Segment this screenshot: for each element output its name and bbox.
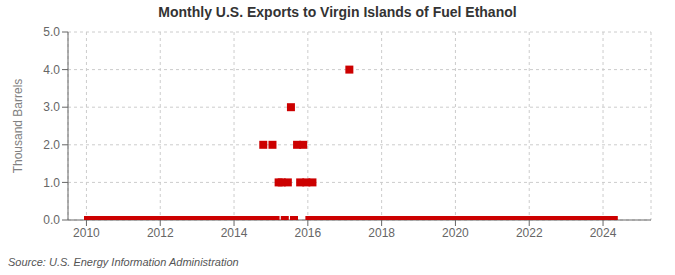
svg-text:2016: 2016: [294, 226, 321, 240]
svg-text:2018: 2018: [368, 226, 395, 240]
svg-text:2010: 2010: [73, 226, 100, 240]
svg-text:3.0: 3.0: [43, 100, 60, 114]
svg-text:1.0: 1.0: [43, 176, 60, 190]
svg-text:2020: 2020: [442, 226, 469, 240]
html-text:Source: U.S. Energy Informatio: Source: U.S. Energy Information Administ…: [8, 256, 239, 268]
svg-text:2022: 2022: [516, 226, 543, 240]
svg-text:2024: 2024: [590, 226, 617, 240]
svg-text:2014: 2014: [221, 226, 248, 240]
svg-text:2012: 2012: [147, 226, 174, 240]
svg-text:Thousand Barrels: Thousand Barrels: [11, 79, 25, 174]
svg-text:0.0: 0.0: [43, 213, 60, 227]
svg-text:4.0: 4.0: [43, 63, 60, 77]
html-text:Monthly U.S. Exports to Virgin: Monthly U.S. Exports to Virgin Islands o…: [158, 4, 517, 20]
svg-text:2.0: 2.0: [43, 138, 60, 152]
svg-text:5.0: 5.0: [43, 25, 60, 39]
